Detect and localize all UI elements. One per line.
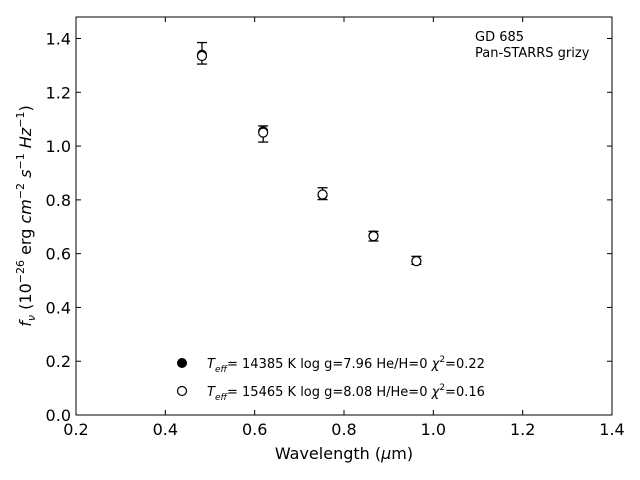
data-markers bbox=[196, 41, 422, 267]
y-tick-label: 0.2 bbox=[46, 352, 71, 371]
y-tick-label: 0.0 bbox=[46, 406, 71, 425]
x-tick-label: 1.0 bbox=[421, 420, 446, 439]
legend: Teff= 14385 K log g=7.96 He/H=0 χ2=0.22 … bbox=[176, 355, 485, 403]
model-point-open bbox=[196, 50, 208, 62]
x-axis-ticks: 0.2 0.4 0.6 0.8 1.0 1.2 1.4 bbox=[63, 17, 625, 439]
y-tick-label: 1.0 bbox=[46, 137, 71, 156]
x-axis-title: Wavelength (μm) bbox=[275, 444, 413, 463]
y-tick-label: 0.6 bbox=[46, 245, 71, 264]
legend-entry-2: Teff= 15465 K log g=8.08 H/He=0 χ2=0.16 bbox=[207, 383, 485, 403]
x-tick-label: 0.2 bbox=[63, 420, 88, 439]
legend-marker-filled bbox=[177, 358, 187, 368]
y-tick-label: 1.2 bbox=[46, 83, 71, 102]
y-axis-ticks: 0.0 0.2 0.4 0.6 0.8 1.0 1.2 1.4 bbox=[46, 30, 612, 425]
model-point-open bbox=[411, 256, 422, 267]
legend-entry-1: Teff= 14385 K log g=7.96 He/H=0 χ2=0.22 bbox=[207, 355, 485, 375]
x-tick-label: 1.2 bbox=[510, 420, 535, 439]
model-point-open bbox=[317, 189, 328, 200]
y-axis-title: fν (10−26 erg cm−2 s−1 Hz−1) bbox=[14, 105, 38, 326]
y-tick-label: 0.4 bbox=[46, 298, 71, 317]
y-tick-label: 0.8 bbox=[46, 191, 71, 210]
annotation-star-name: GD 685 bbox=[475, 30, 524, 45]
legend-marker-open bbox=[176, 385, 188, 397]
model-point-open bbox=[258, 127, 269, 138]
x-tick-label: 0.8 bbox=[331, 420, 356, 439]
y-tick-label: 1.4 bbox=[46, 30, 71, 49]
x-tick-label: 1.4 bbox=[599, 420, 624, 439]
model-point-open bbox=[368, 231, 379, 242]
x-tick-label: 0.4 bbox=[153, 420, 178, 439]
annotation-survey: Pan-STARRS grizy bbox=[475, 46, 590, 61]
x-tick-label: 0.6 bbox=[242, 420, 267, 439]
